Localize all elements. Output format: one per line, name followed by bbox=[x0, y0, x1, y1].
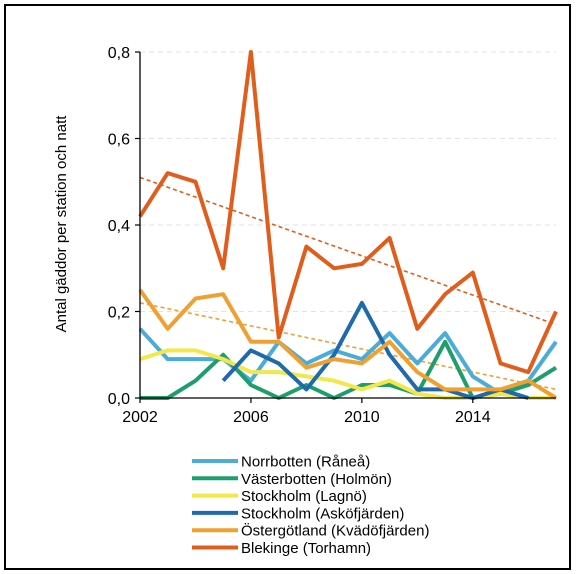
legend-label: Blekinge (Torhamn) bbox=[241, 540, 371, 557]
legend-label: Norrbotten (Råneå) bbox=[241, 454, 370, 471]
x-tick-label: 2014 bbox=[455, 409, 491, 426]
x-tick-label: 2002 bbox=[122, 409, 158, 426]
y-tick-label: 0,6 bbox=[108, 132, 130, 149]
series-line-norrbotten-råneå bbox=[138, 327, 558, 396]
legend-label: Stockholm (Lagnö) bbox=[241, 488, 367, 505]
legend-label: Stockholm (Asköfjärden) bbox=[241, 505, 404, 522]
y-tick-label: 0,8 bbox=[108, 45, 130, 62]
trend-lines bbox=[139, 176, 557, 391]
y-tick-label: 0,4 bbox=[108, 218, 130, 235]
y-ticks: 0,0 0,2 0,4 0,6 0,8 bbox=[108, 45, 140, 408]
y-axis-label: Antal gäddor per station och natt bbox=[53, 115, 70, 333]
y-tick-label: 0,0 bbox=[108, 391, 130, 408]
trend-line bbox=[139, 176, 557, 326]
legend-label: Östergötland (Kvädöfjärden) bbox=[241, 522, 429, 540]
legend: Norrbotten (Råneå)Västerbotten (Holmön)S… bbox=[192, 454, 429, 557]
series-line-östergötland-kvädöfjärden bbox=[138, 288, 558, 400]
series-lines bbox=[138, 50, 558, 400]
gridlines bbox=[140, 51, 556, 312]
series-line-blekinge-torhamn bbox=[138, 50, 558, 375]
y-tick-label: 0,2 bbox=[108, 305, 130, 322]
series-line-stockholm-asköfjärden bbox=[221, 300, 529, 400]
series-line-stockholm-lagnö bbox=[139, 348, 556, 400]
legend-label: Västerbotten (Holmön) bbox=[241, 471, 392, 488]
x-tick-label: 2010 bbox=[344, 409, 380, 426]
x-ticks: 2002 2006 2010 2014 bbox=[122, 398, 491, 426]
trend-line bbox=[139, 302, 557, 391]
x-tick-label: 2006 bbox=[233, 409, 269, 426]
